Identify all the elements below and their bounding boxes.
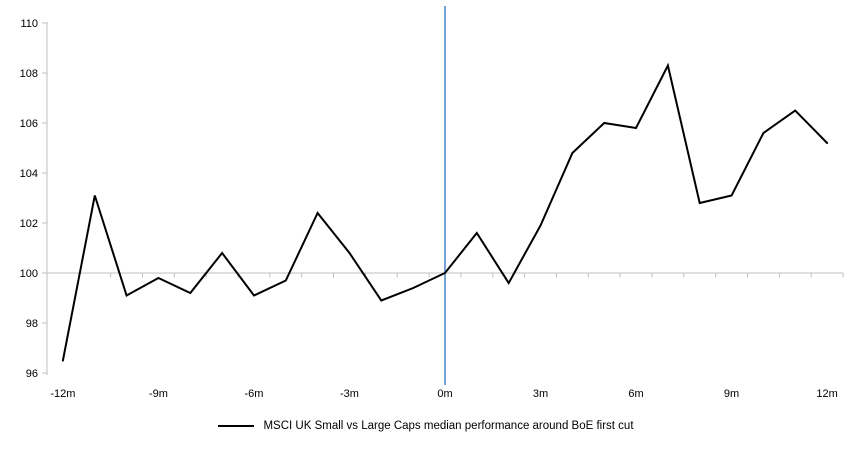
y-axis-label: 104 <box>20 168 38 180</box>
y-axis-label: 110 <box>20 18 38 30</box>
y-axis-label: 98 <box>26 318 38 330</box>
y-axis-label: 108 <box>20 68 38 80</box>
y-axis-label: 106 <box>20 118 38 130</box>
x-axis-label: 12m <box>816 388 837 400</box>
x-axis-label: -6m <box>244 388 263 400</box>
x-axis-label: -9m <box>149 388 168 400</box>
legend: MSCI UK Small vs Large Caps median perfo… <box>0 412 852 440</box>
x-axis-label: 3m <box>533 388 548 400</box>
legend-label: MSCI UK Small vs Large Caps median perfo… <box>263 420 634 432</box>
legend-line-marker <box>218 425 255 427</box>
x-axis-label: -3m <box>340 388 359 400</box>
line-chart: 96 98 100 102 104 106 108 110 -12m -9m -6m -3m 0m 3m 6… <box>20 6 844 400</box>
x-axis-label: 9m <box>724 388 739 400</box>
y-axis-label: 102 <box>20 218 38 230</box>
x-axis-label: -12m <box>50 388 75 400</box>
y-axis-label: 96 <box>26 368 38 380</box>
series-line <box>61 62 829 362</box>
x-axis-label: 6m <box>628 388 643 400</box>
y-axis-label: 100 <box>20 268 38 280</box>
x-axis-label: 0m <box>437 388 452 400</box>
